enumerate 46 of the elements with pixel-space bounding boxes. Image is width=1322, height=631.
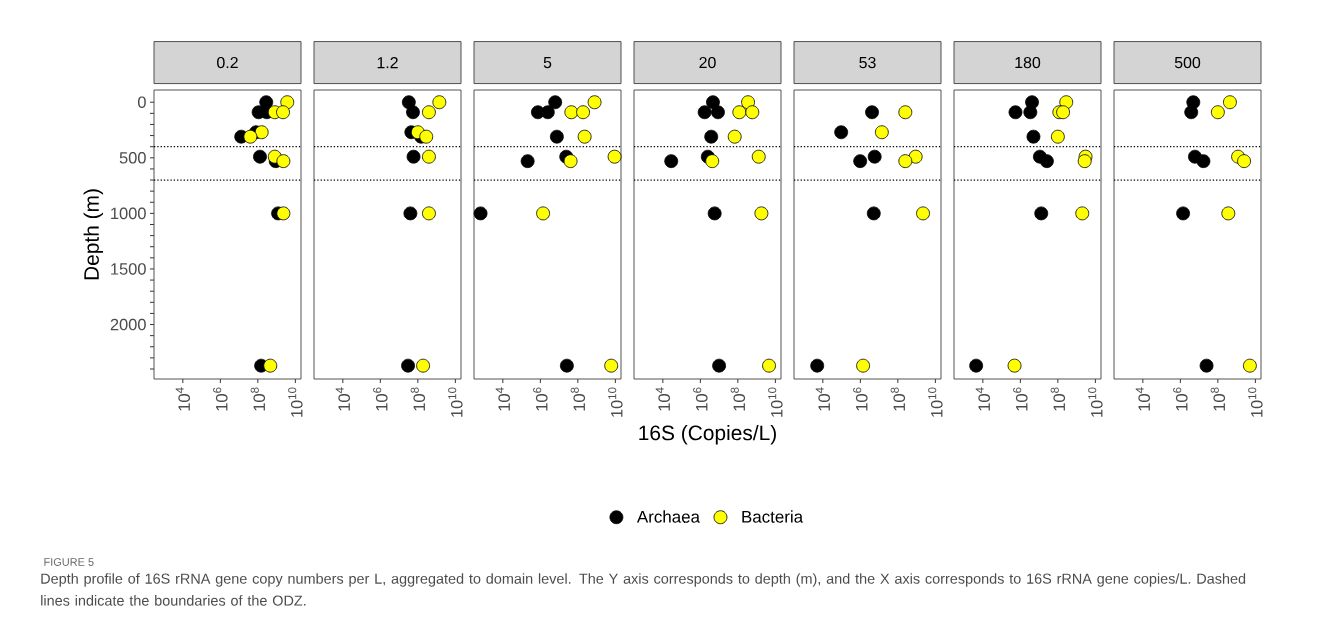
x-tick-label: 10$^{4}$ — [975, 387, 991, 411]
x-tick-label: 10$^{6}$ — [373, 387, 388, 411]
x-tick-label: 10$^{4}$ — [175, 387, 190, 411]
x-tick-label: 10$^{10}$ — [288, 387, 303, 417]
x-tick-label: 10$^{8}$ — [410, 387, 426, 411]
x-tick-label: 10$^{4}$ — [655, 387, 670, 411]
y-tick-label: 1500 — [111, 263, 146, 275]
x-tick-label: 10$^{8}$ — [1050, 387, 1066, 411]
x-tick-label: 10$^{10}$ — [928, 387, 943, 417]
x-tick-label: 10$^{8}$ — [730, 387, 746, 411]
chart-title: 53 — [859, 56, 876, 69]
x-tick-label: 10$^{10}$ — [448, 387, 463, 417]
x-tick-label: 10$^{6}$ — [533, 387, 548, 411]
x-axis-title: 16S (Copies/L) — [639, 424, 776, 445]
x-tick-label: 10$^{10}$ — [768, 387, 783, 417]
x-tick-label: 10$^{4}$ — [495, 387, 510, 411]
y-tick-label: 2000 — [110, 318, 146, 331]
x-tick-label: 10$^{8}$ — [250, 387, 266, 411]
y-tick-label: 1000 — [111, 207, 146, 220]
x-tick-label: 10$^{10}$ — [1248, 387, 1263, 417]
chart-title: 20 — [699, 56, 716, 69]
chart-title: 180 — [1015, 56, 1041, 69]
x-tick-label: 10$^{8}$ — [890, 387, 906, 411]
chart-title: 0.2 — [217, 56, 238, 69]
x-tick-label: 10$^{4}$ — [1135, 387, 1151, 411]
x-tick-label: 10$^{8}$ — [570, 387, 586, 411]
y-tick-label: 500 — [119, 151, 146, 164]
x-tick-label: 10$^{6}$ — [213, 387, 228, 411]
x-tick-label: 10$^{10}$ — [1088, 387, 1103, 417]
x-tick-label: 10$^{10}$ — [608, 387, 623, 417]
x-tick-label: 10$^{6}$ — [693, 387, 708, 411]
text: Depth profile of 16S rRNA gene copy numbers per L, aggregated to domain level. The Y axis corresponds to depth (m), and the X axis corresponds to 16S rRNA gene copies/L. Dashed lines indicate the boundaries of the ODZ. — [41, 573, 1246, 606]
chart-title: 1.2 — [377, 57, 398, 69]
x-tick-label: 10$^{6}$ — [853, 387, 868, 411]
x-tick-label: 10$^{4}$ — [815, 387, 830, 411]
chart-title: 500 — [1174, 56, 1201, 69]
caption: FIGURE 5 — [44, 558, 94, 566]
y-axis-title: Depth (m) — [83, 189, 104, 280]
legend-label: Archaea — [636, 510, 700, 523]
x-tick-label: 10$^{6}$ — [1013, 387, 1028, 411]
chart-title: 5 — [543, 57, 552, 69]
x-tick-label: 10$^{4}$ — [335, 387, 350, 411]
x-tick-label: 10$^{8}$ — [1210, 387, 1226, 411]
legend-label: Bacteria — [742, 510, 804, 523]
y-tick-label: 0 — [137, 96, 146, 109]
x-tick-label: 10$^{6}$ — [1173, 387, 1188, 411]
